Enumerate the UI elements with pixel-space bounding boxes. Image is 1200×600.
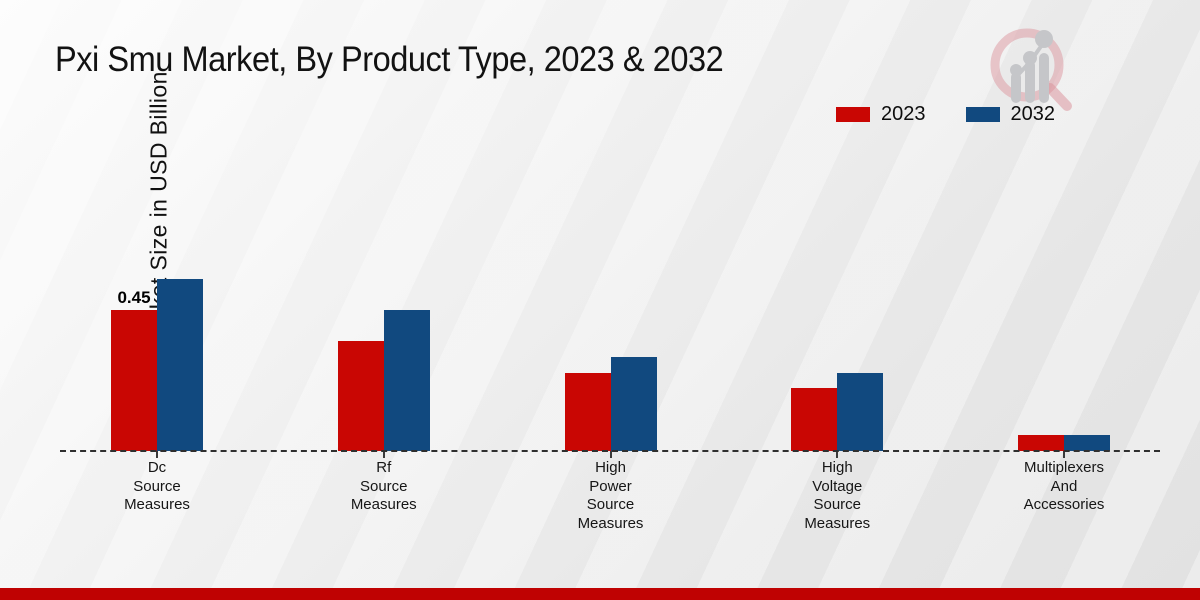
bar-2032-1 [383,310,430,451]
legend: 2023 2032 [836,103,1055,126]
x-axis-tick [609,451,612,458]
bar-2032-4 [1064,435,1110,451]
category-label-2: High Power Source Measures [577,459,644,532]
x-axis-tick [836,451,839,458]
category-label-3: High Voltage Source Measures [804,459,871,532]
legend-item-2023: 2023 [836,103,926,126]
category-label-0: Dc Source Measures [124,459,190,513]
legend-label-2023: 2023 [881,103,926,125]
bottom-accent-stripe [0,588,1200,600]
chart-title: Pxi Smu Market, By Product Type, 2023 & … [55,40,724,79]
x-axis-tick [156,451,158,458]
bar-2023-0 [111,310,157,451]
category-label-4: Multiplexers And Accessories [1023,459,1105,513]
legend-item-2032: 2032 [965,103,1056,126]
bar-2023-1 [337,341,384,451]
legend-swatch-2032 [965,107,1000,122]
x-axis-tick [382,451,385,458]
magnifier-growth-logo-icon [990,28,1072,111]
legend-swatch-2023 [836,107,870,122]
bar-2032-3 [837,373,884,451]
bar-2023-2 [564,373,611,451]
bar-2032-2 [610,357,657,451]
legend-label-2032: 2032 [1010,103,1056,125]
bar-2023-3 [791,388,838,451]
category-label-1: Rf Source Measures [350,459,417,513]
bar-2032-0 [157,279,203,451]
data-label-2023-0: 0.45 [117,288,151,307]
bar-2023-4 [1018,435,1064,451]
x-axis-tick [1063,451,1065,458]
